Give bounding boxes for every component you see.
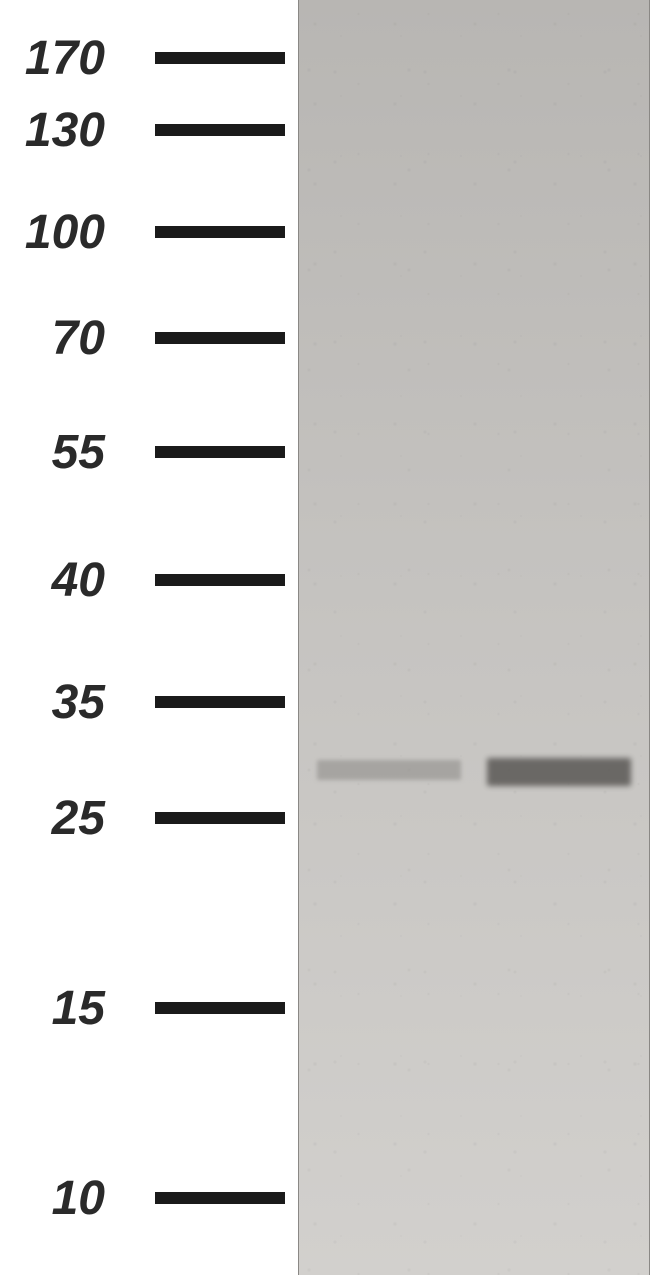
- marker-label: 35: [0, 675, 130, 730]
- marker-tick: [155, 124, 285, 136]
- marker-tick: [155, 52, 285, 64]
- lane-1-band-0: [317, 760, 461, 780]
- marker-label: 70: [0, 311, 130, 366]
- marker-label: 40: [0, 553, 130, 608]
- molecular-weight-ladder: 170 130 100 70 55 40 35 25 15 10: [0, 0, 295, 1275]
- lane-2-band-0: [487, 758, 631, 786]
- marker-row-170kda: 170: [0, 34, 295, 82]
- marker-tick: [155, 332, 285, 344]
- marker-row-55kda: 55: [0, 428, 295, 476]
- marker-row-35kda: 35: [0, 678, 295, 726]
- western-blot-figure: 170 130 100 70 55 40 35 25 15 10: [0, 0, 650, 1275]
- blot-membrane: [298, 0, 650, 1275]
- marker-row-10kda: 10: [0, 1174, 295, 1222]
- marker-label: 55: [0, 425, 130, 480]
- marker-tick: [155, 696, 285, 708]
- marker-row-40kda: 40: [0, 556, 295, 604]
- marker-label: 100: [0, 205, 130, 260]
- marker-tick: [155, 226, 285, 238]
- marker-label: 15: [0, 981, 130, 1036]
- marker-row-130kda: 130: [0, 106, 295, 154]
- marker-tick: [155, 1002, 285, 1014]
- marker-tick: [155, 574, 285, 586]
- marker-row-15kda: 15: [0, 984, 295, 1032]
- marker-tick: [155, 1192, 285, 1204]
- marker-label: 170: [0, 31, 130, 86]
- marker-tick: [155, 446, 285, 458]
- marker-row-100kda: 100: [0, 208, 295, 256]
- marker-label: 130: [0, 103, 130, 158]
- lane-1: [309, 0, 469, 1275]
- marker-label: 10: [0, 1171, 130, 1226]
- lane-2: [479, 0, 639, 1275]
- marker-label: 25: [0, 791, 130, 846]
- marker-tick: [155, 812, 285, 824]
- marker-row-70kda: 70: [0, 314, 295, 362]
- marker-row-25kda: 25: [0, 794, 295, 842]
